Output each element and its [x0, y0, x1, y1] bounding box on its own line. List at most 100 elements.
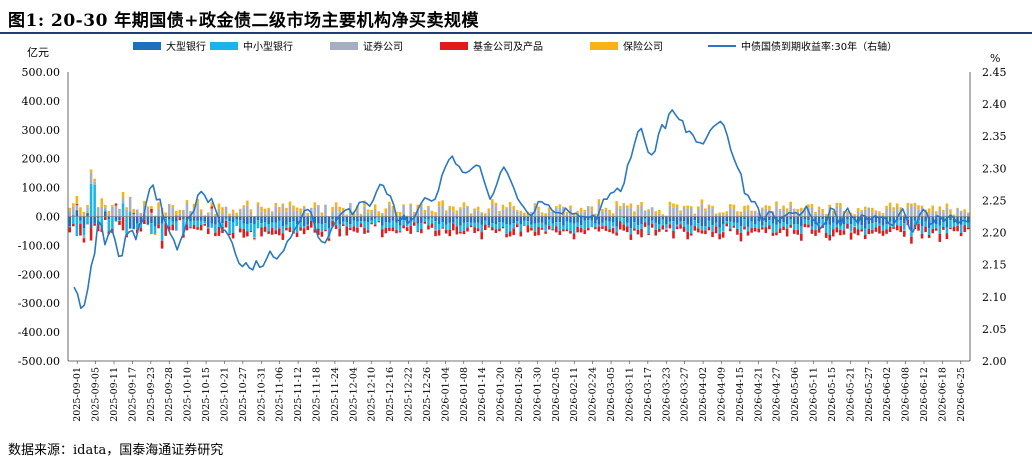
bar-large_bank — [281, 216, 285, 227]
bar-fund — [79, 223, 82, 236]
bar-fund — [231, 232, 235, 239]
bar-securities — [892, 210, 895, 217]
bar-large_bank — [267, 216, 270, 225]
bar-insurance — [253, 239, 256, 241]
x-tick-label: 2025-09-11 — [109, 367, 120, 422]
bar-securities — [775, 206, 778, 217]
bar-insurance — [381, 213, 384, 215]
bar-large_bank — [725, 216, 729, 222]
bar-large_bank — [370, 216, 373, 221]
bar-securities — [583, 211, 586, 217]
bar-fund — [576, 226, 579, 233]
bar-large_bank — [274, 216, 278, 223]
bar-insurance — [125, 207, 128, 210]
bar-small_bank — [881, 225, 885, 231]
bar-fund — [384, 227, 388, 234]
bar-small_bank — [469, 222, 473, 226]
bar-fund — [416, 231, 420, 233]
bar-small_bank — [398, 225, 402, 231]
bar-large_bank — [491, 216, 494, 224]
bar-securities — [281, 205, 285, 217]
bar-insurance — [920, 205, 924, 207]
bar-fund — [345, 226, 349, 236]
bar-fund — [629, 234, 633, 240]
legend: 大型银行 中小型银行 证券公司 基金公司及产品 保险公司 中债国债到期收益率:30年（右轴… — [133, 40, 897, 53]
bar-small_bank — [519, 224, 523, 232]
bar-small_bank — [700, 226, 704, 231]
bar-insurance — [452, 206, 455, 212]
bar-small_bank — [594, 223, 597, 228]
bar-fund — [782, 226, 785, 231]
bar-large_bank — [746, 216, 750, 227]
bar-insurance — [121, 191, 125, 199]
bar-securities — [814, 213, 817, 217]
bar-fund — [792, 229, 796, 234]
bar-fund — [423, 221, 427, 224]
bar-small_bank — [679, 221, 682, 225]
bar-large_bank — [175, 216, 178, 222]
bar-small_bank — [341, 221, 345, 225]
bar-large_bank — [789, 216, 792, 220]
bar-large_bank — [246, 216, 249, 225]
bar-large_bank — [910, 216, 913, 231]
bar-large_bank — [952, 216, 956, 223]
bar-securities — [650, 207, 654, 217]
bar-small_bank — [952, 222, 956, 227]
bar-securities — [512, 209, 515, 217]
bar-fund — [622, 224, 626, 231]
bar-insurance — [814, 211, 817, 214]
bar-large_bank — [285, 216, 288, 225]
bar-small_bank — [79, 220, 82, 224]
bar-insurance — [576, 211, 579, 213]
bar-large_bank — [363, 216, 366, 222]
bar-insurance — [672, 203, 675, 208]
bar-large_bank — [601, 216, 604, 223]
bar-small_bank — [789, 219, 792, 225]
bar-insurance — [892, 207, 895, 211]
bar-fund — [405, 227, 409, 231]
bar-insurance — [622, 203, 626, 206]
bar-fund — [473, 227, 476, 233]
bar-small_bank — [515, 221, 519, 225]
bar-fund — [466, 227, 469, 232]
bar-securities — [448, 208, 452, 217]
bar-small_bank — [235, 219, 238, 226]
bar-fund — [707, 226, 711, 231]
bar-small_bank — [473, 222, 476, 228]
bar-securities — [821, 213, 824, 217]
bar-insurance — [178, 209, 182, 214]
bar-insurance — [860, 210, 863, 212]
bar-large_bank — [508, 216, 512, 225]
bar-large_bank — [309, 216, 313, 218]
bar-small_bank — [817, 223, 821, 227]
bar-small_bank — [576, 222, 579, 227]
bar-small_bank — [384, 221, 388, 228]
bar-insurance — [736, 211, 739, 215]
bar-insurance — [601, 208, 604, 212]
bar-securities — [913, 206, 917, 217]
bar-fund — [718, 233, 721, 240]
bar-fund — [682, 226, 686, 232]
bar-large_bank — [856, 216, 860, 224]
bar-securities — [260, 211, 263, 217]
bar-securities — [668, 205, 672, 217]
x-tick-label: 2025-11-18 — [312, 367, 323, 422]
bar-insurance — [913, 202, 917, 207]
bar-small_bank — [270, 222, 274, 229]
bar-fund — [377, 221, 381, 223]
bar-fund — [341, 224, 345, 227]
bar-securities — [881, 214, 885, 217]
bar-large_bank — [924, 216, 927, 222]
bar-large_bank — [807, 216, 810, 220]
bar-securities — [665, 228, 668, 230]
bar-insurance — [459, 207, 462, 209]
bar-insurance — [302, 205, 306, 207]
bar-securities — [150, 212, 153, 217]
bar-fund — [764, 227, 768, 233]
bar-fund — [427, 225, 430, 230]
bar-securities — [363, 206, 366, 217]
bar-securities — [370, 212, 373, 217]
bar-insurance — [654, 211, 657, 216]
bar-fund — [924, 226, 927, 233]
bar-fund — [306, 225, 309, 231]
